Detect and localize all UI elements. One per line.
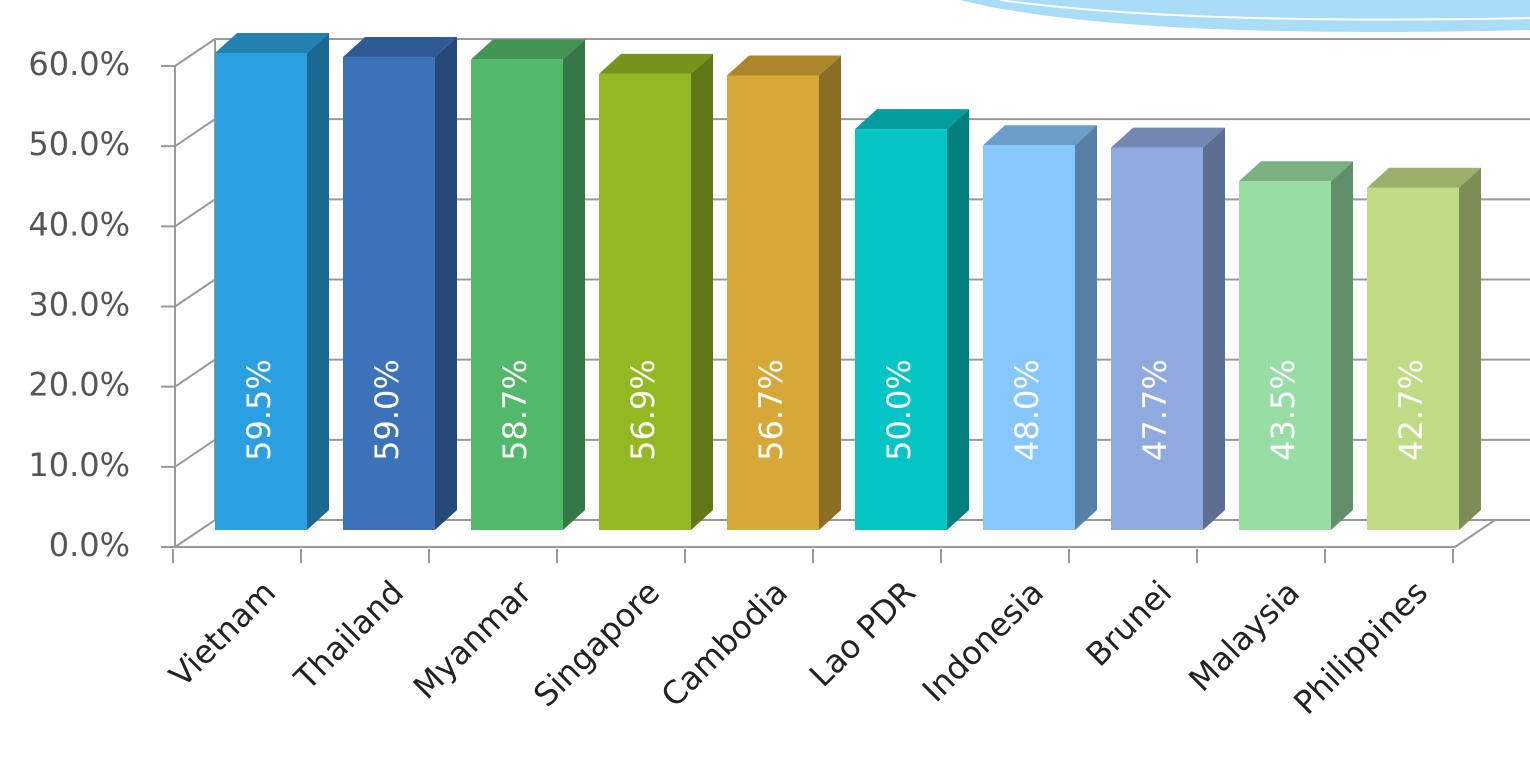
decoration [999, 0, 1530, 21]
y-tick-label: 60.0% [28, 45, 130, 83]
x-tick-label: Singapore [526, 573, 667, 714]
bar-side [1459, 167, 1481, 530]
x-tick-label: Indonesia [915, 573, 1051, 709]
bar-top [855, 109, 969, 130]
bar [855, 129, 947, 530]
bar-side [947, 109, 969, 531]
bar-top [215, 33, 329, 54]
value-label: 59.5% [240, 359, 278, 461]
value-label: 56.7% [752, 359, 790, 461]
x-tick-label: Thailand [286, 573, 411, 698]
bar-top [599, 53, 713, 74]
value-label: 42.7% [1392, 359, 1430, 461]
value-label: 47.7% [1136, 359, 1174, 461]
value-label: 48.0% [1008, 359, 1046, 461]
bar-top [727, 55, 841, 76]
bar [471, 59, 563, 531]
y-tick-label: 30.0% [28, 286, 130, 324]
x-tick-label: Myanmar [406, 573, 540, 707]
bar-top [1239, 161, 1353, 182]
y-tick-label: 40.0% [28, 205, 130, 243]
y-tick-label: 10.0% [28, 446, 130, 484]
bar-top [471, 39, 585, 60]
bar-side [563, 39, 585, 531]
floor [175, 519, 1496, 548]
value-label: 56.9% [624, 359, 662, 461]
bar-top [1111, 127, 1225, 148]
decoration [960, 0, 1530, 32]
bar-top [983, 125, 1097, 146]
value-label: 59.0% [368, 359, 406, 461]
bar-side [819, 55, 841, 530]
bar [343, 57, 435, 531]
grid-line [174, 38, 1530, 67]
bar-side [435, 37, 457, 531]
bar-top [343, 37, 457, 58]
x-tick-label: Malaysia [1181, 573, 1307, 699]
bar-side [691, 53, 713, 531]
bar [983, 145, 1075, 530]
bar-top [1367, 167, 1481, 188]
y-tick-label: 50.0% [28, 125, 130, 163]
bar-side [1075, 125, 1097, 530]
value-label: 50.0% [880, 359, 918, 461]
bar [599, 73, 691, 530]
x-tick-label: Philippines [1286, 573, 1435, 722]
y-tick-label: 0.0% [49, 526, 130, 564]
bar [215, 53, 307, 531]
bar [727, 75, 819, 530]
x-tick-label: Brunei [1078, 573, 1179, 674]
bar [1239, 181, 1331, 530]
bar [1367, 187, 1459, 530]
bar-side [307, 33, 329, 531]
value-label: 58.7% [496, 359, 534, 461]
y-tick-label: 20.0% [28, 366, 130, 404]
bar [1111, 147, 1203, 531]
x-tick-label: Vietnam [162, 573, 283, 694]
bar-side [1203, 127, 1225, 530]
x-tick-label: Lao PDR [802, 573, 923, 694]
x-tick-label: Cambodia [654, 573, 795, 714]
bar-side [1331, 161, 1353, 530]
value-label: 43.5% [1264, 359, 1302, 461]
